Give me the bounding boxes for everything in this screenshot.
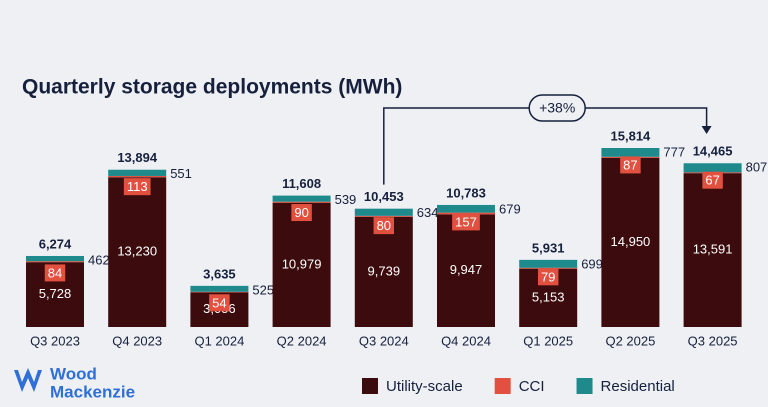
data-label: 54: [212, 295, 226, 310]
legend-swatch: [494, 378, 511, 394]
total-label: 14,465: [693, 144, 733, 159]
data-label: 157: [455, 214, 477, 229]
label-box: [446, 261, 486, 279]
total-label: 13,894: [117, 150, 158, 165]
label-box: [373, 217, 395, 235]
legend-label: Residential: [601, 378, 675, 395]
x-tick-label: Q3 2025: [688, 333, 738, 348]
label-box: [364, 262, 404, 280]
total-label: 11,608: [282, 176, 321, 191]
bar-segment: [272, 195, 331, 202]
x-tick-label: Q1 2024: [194, 333, 244, 348]
data-label: 9,739: [368, 263, 401, 278]
bar-segment: [272, 201, 331, 203]
x-tick-label: Q4 2024: [441, 333, 491, 348]
bar-segment: [601, 148, 660, 157]
bar-segment: [108, 169, 167, 176]
legend-label: Utility-scale: [386, 378, 463, 395]
bar-segment: [354, 215, 413, 217]
logo-text: Mackenzie: [50, 382, 135, 401]
label-box: [620, 156, 641, 174]
total-label: 10,453: [364, 189, 404, 204]
data-label: 9,947: [450, 262, 483, 277]
legend-label: CCI: [519, 378, 545, 395]
data-label: 14,950: [611, 234, 651, 249]
data-label: 90: [294, 205, 308, 220]
bar-segment: [683, 163, 742, 173]
logo-icon: [14, 368, 42, 392]
data-label: 539: [335, 192, 357, 207]
bar-segment: [26, 261, 84, 263]
bar-segment: [354, 208, 413, 216]
data-label: 13,230: [117, 244, 157, 259]
legend-swatch: [362, 378, 378, 394]
data-label: 80: [377, 218, 391, 233]
data-label: 699: [581, 256, 603, 271]
annotation-pill: [528, 94, 586, 122]
label-box: [123, 178, 151, 196]
bar-segment: [108, 175, 167, 178]
label-box: [528, 288, 568, 306]
data-label: 10,979: [282, 256, 322, 271]
chart-title: Quarterly storage deployments (MWh): [22, 76, 402, 99]
data-label: 551: [170, 166, 192, 181]
bar-segment: [519, 259, 578, 268]
label-box: [291, 204, 312, 222]
data-label: 679: [499, 201, 521, 216]
data-label: 84: [48, 265, 62, 280]
total-label: 3,635: [203, 266, 236, 281]
logo: Wood Mackenzie: [14, 364, 135, 401]
data-label: 525: [252, 282, 274, 297]
label-box: [35, 285, 75, 303]
label-box: [114, 242, 161, 260]
arrow-head: [701, 126, 712, 134]
label-box: [44, 264, 66, 282]
label-box: [689, 240, 736, 258]
data-label: 777: [663, 144, 685, 159]
total-label: 15,814: [611, 128, 652, 143]
label-box: [702, 171, 723, 189]
total-label: 10,783: [446, 185, 486, 200]
label-box: [278, 255, 325, 273]
label-box: [452, 213, 480, 231]
bar-segment: [437, 204, 495, 213]
bar-segment: [190, 285, 249, 292]
x-tick-label: Q4 2023: [112, 333, 162, 348]
bar-segment: [190, 291, 249, 293]
total-label: 5,931: [532, 240, 565, 255]
data-label: 5,728: [39, 286, 72, 301]
label-box: [607, 232, 654, 250]
bar-segment: [519, 267, 578, 269]
x-tick-label: Q3 2023: [30, 333, 80, 348]
data-label: 5,153: [532, 289, 565, 304]
x-tick-label: Q2 2024: [277, 333, 327, 348]
data-label: 13,591: [693, 242, 733, 257]
data-label: 807: [746, 160, 768, 175]
label-box: [209, 294, 230, 312]
data-label: 634: [417, 205, 439, 220]
data-label: 79: [541, 269, 555, 284]
bar-segment: [26, 255, 84, 262]
data-label: 462: [88, 252, 110, 267]
label-box: [537, 268, 559, 286]
data-label: 67: [705, 173, 719, 188]
data-label: 113: [127, 179, 148, 194]
x-tick-label: Q1 2025: [523, 333, 573, 348]
x-tick-label: Q3 2024: [359, 333, 409, 348]
logo-text: Wood: [50, 364, 97, 383]
legend-swatch: [576, 378, 593, 394]
x-tick-label: Q2 2025: [605, 333, 655, 348]
data-label: 87: [623, 157, 637, 172]
total-label: 6,274: [39, 236, 72, 251]
annotation: +38%: [539, 100, 575, 116]
